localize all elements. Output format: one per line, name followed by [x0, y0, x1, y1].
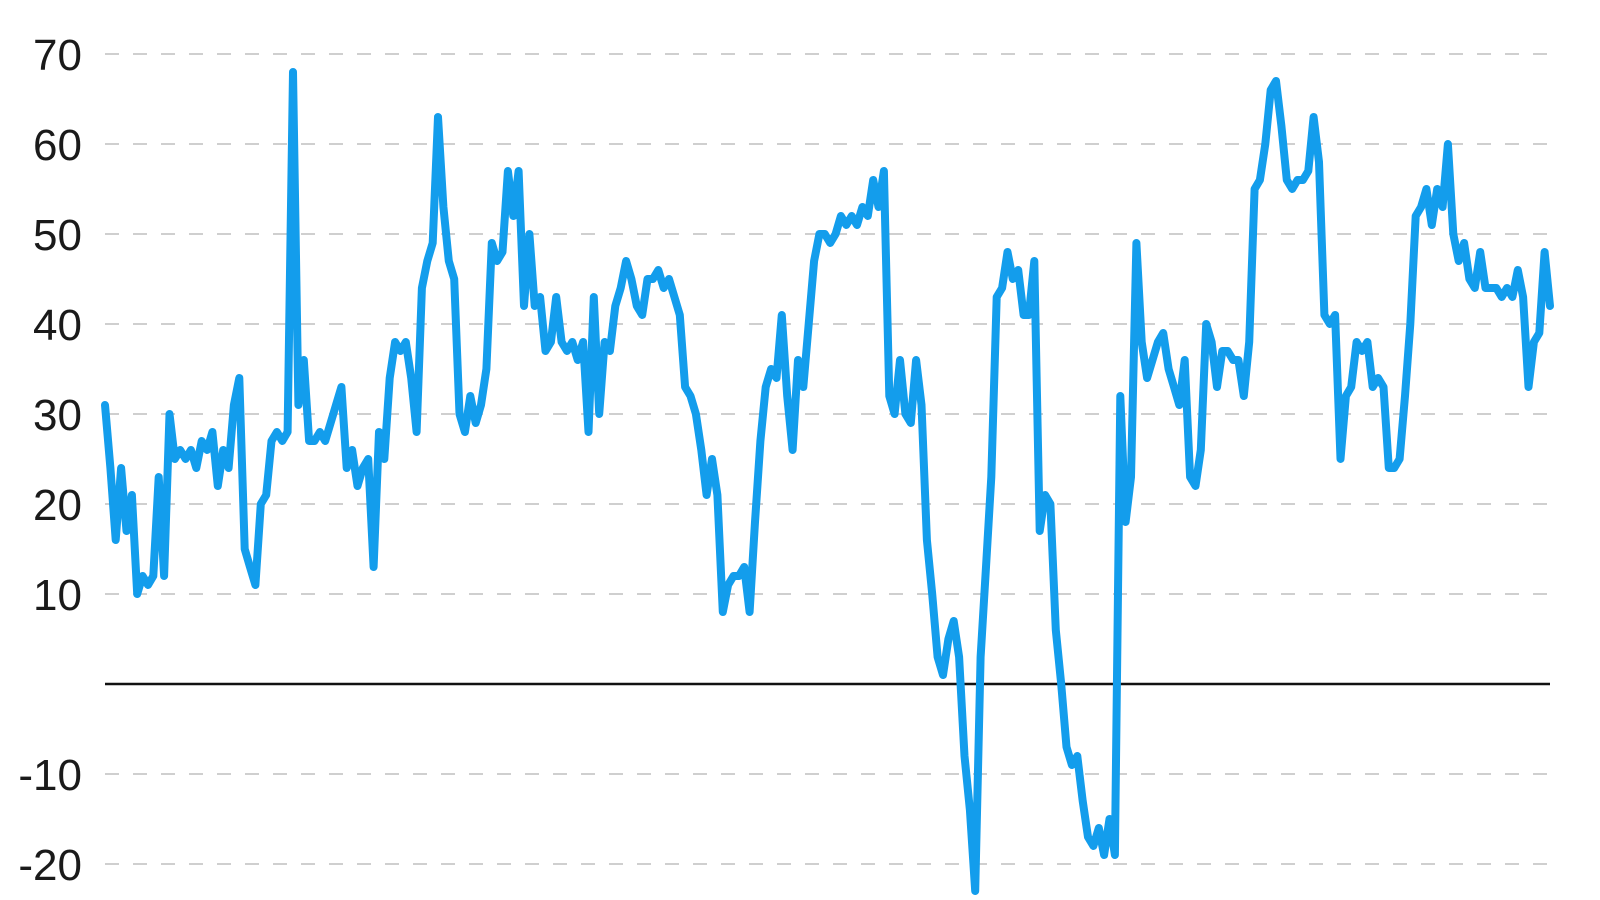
y-tick-label: 60 [33, 121, 82, 170]
y-tick-label: 40 [33, 301, 82, 350]
y-axis-tick-labels: -20 -10 10 20 30 40 50 60 70 [18, 31, 82, 890]
y-tick-label: -10 [18, 751, 82, 800]
y-tick-label: 50 [33, 211, 82, 260]
series-line [101, 68, 1554, 895]
y-tick-label: 70 [33, 31, 82, 80]
y-tick-label: 30 [33, 391, 82, 440]
y-tick-label: 20 [33, 481, 82, 530]
y-tick-label: 10 [33, 571, 82, 620]
series-layer [101, 68, 1554, 895]
gridlines [105, 53, 1550, 865]
y-tick-label: -20 [18, 841, 82, 890]
